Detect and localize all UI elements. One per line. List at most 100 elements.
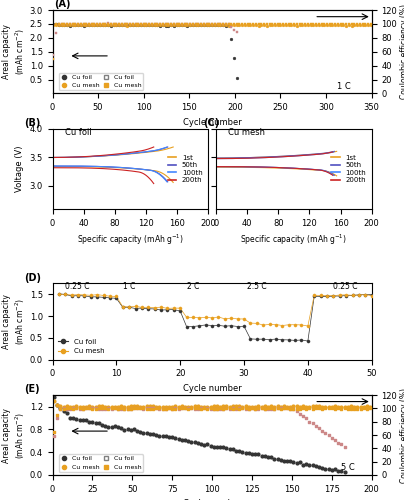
- Point: [368, 21, 374, 29]
- Point: [209, 314, 215, 322]
- Point: [149, 20, 155, 28]
- Point: [67, 21, 73, 29]
- Point: [64, 402, 70, 410]
- Point: [152, 22, 158, 30]
- Point: [367, 402, 373, 410]
- Point: [140, 402, 147, 410]
- Point: [223, 444, 230, 452]
- Point: [102, 22, 109, 30]
- Point: [287, 458, 294, 466]
- Point: [223, 402, 230, 410]
- Point: [198, 404, 204, 412]
- Point: [140, 404, 147, 412]
- Point: [290, 458, 297, 466]
- Point: [154, 22, 161, 30]
- Point: [278, 404, 284, 412]
- Point: [313, 422, 319, 430]
- Point: [354, 402, 360, 410]
- Point: [138, 21, 144, 29]
- Point: [210, 404, 217, 412]
- Point: [247, 319, 254, 327]
- Point: [80, 404, 86, 412]
- Point: [168, 22, 174, 30]
- Point: [204, 440, 210, 448]
- Point: [99, 21, 106, 29]
- Point: [365, 22, 371, 30]
- Point: [158, 306, 164, 314]
- Point: [179, 402, 185, 410]
- Point: [220, 20, 226, 28]
- Point: [194, 405, 201, 413]
- Point: [303, 414, 309, 422]
- Point: [231, 26, 237, 34]
- Point: [166, 434, 172, 442]
- Point: [80, 403, 86, 411]
- Point: [113, 20, 120, 28]
- Text: (C): (C): [204, 118, 220, 128]
- Point: [181, 21, 188, 29]
- Point: [185, 404, 191, 412]
- Point: [255, 450, 262, 458]
- Point: [121, 20, 128, 28]
- Point: [215, 20, 221, 28]
- Point: [116, 22, 122, 30]
- Point: [99, 20, 106, 28]
- Point: [107, 20, 114, 28]
- Point: [140, 429, 147, 437]
- Point: [196, 322, 202, 330]
- Point: [203, 20, 210, 28]
- Point: [349, 292, 356, 300]
- Point: [330, 292, 337, 300]
- Point: [99, 404, 105, 412]
- Point: [143, 20, 149, 28]
- Point: [118, 405, 124, 413]
- Point: [217, 20, 223, 28]
- Point: [73, 402, 80, 410]
- Point: [281, 404, 287, 412]
- Point: [152, 20, 158, 28]
- Point: [93, 404, 99, 412]
- Point: [271, 403, 278, 411]
- Point: [59, 20, 65, 28]
- Point: [102, 20, 109, 28]
- Point: [94, 20, 101, 28]
- Point: [121, 402, 128, 410]
- Point: [110, 20, 117, 28]
- Point: [141, 20, 147, 28]
- Point: [278, 404, 284, 412]
- Point: [217, 404, 223, 412]
- Point: [335, 468, 341, 475]
- Point: [279, 322, 286, 330]
- Point: [313, 402, 319, 410]
- Point: [298, 321, 305, 329]
- Point: [234, 21, 240, 29]
- Point: [80, 416, 86, 424]
- Point: [242, 404, 249, 412]
- Text: Cu foil: Cu foil: [65, 128, 92, 138]
- Point: [335, 20, 341, 28]
- Point: [119, 20, 125, 28]
- Point: [157, 20, 163, 28]
- Point: [80, 22, 87, 30]
- Point: [190, 314, 196, 322]
- Point: [130, 22, 136, 30]
- Point: [203, 22, 210, 30]
- Point: [118, 402, 124, 410]
- Point: [172, 402, 179, 410]
- Point: [181, 20, 188, 28]
- Point: [204, 402, 210, 410]
- Point: [132, 20, 139, 28]
- Point: [274, 455, 281, 463]
- Point: [99, 404, 105, 412]
- Point: [83, 416, 89, 424]
- Point: [303, 460, 309, 468]
- Y-axis label: Coulombic efficiency (%): Coulombic efficiency (%): [400, 388, 404, 482]
- Point: [258, 404, 265, 412]
- Point: [242, 22, 248, 30]
- Point: [179, 20, 185, 28]
- Point: [192, 21, 199, 29]
- Point: [198, 402, 204, 410]
- Point: [80, 20, 87, 28]
- Point: [75, 21, 81, 29]
- Point: [124, 21, 130, 29]
